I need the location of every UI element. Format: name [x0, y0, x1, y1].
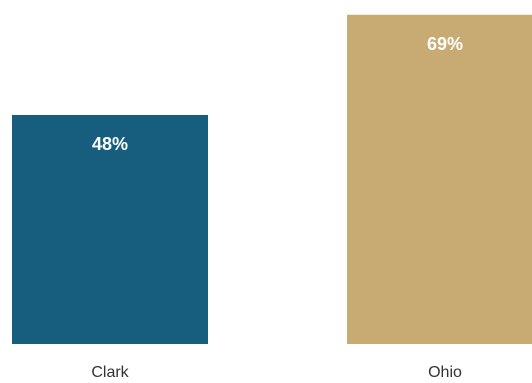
bar-ohio [347, 14, 532, 345]
tick-label-ohio: Ohio [428, 364, 462, 381]
bar-clark [12, 114, 208, 344]
data-label-ohio: 69% [427, 34, 463, 54]
tick-label-clark: Clark [91, 364, 129, 381]
data-label-clark: 48% [92, 134, 128, 154]
